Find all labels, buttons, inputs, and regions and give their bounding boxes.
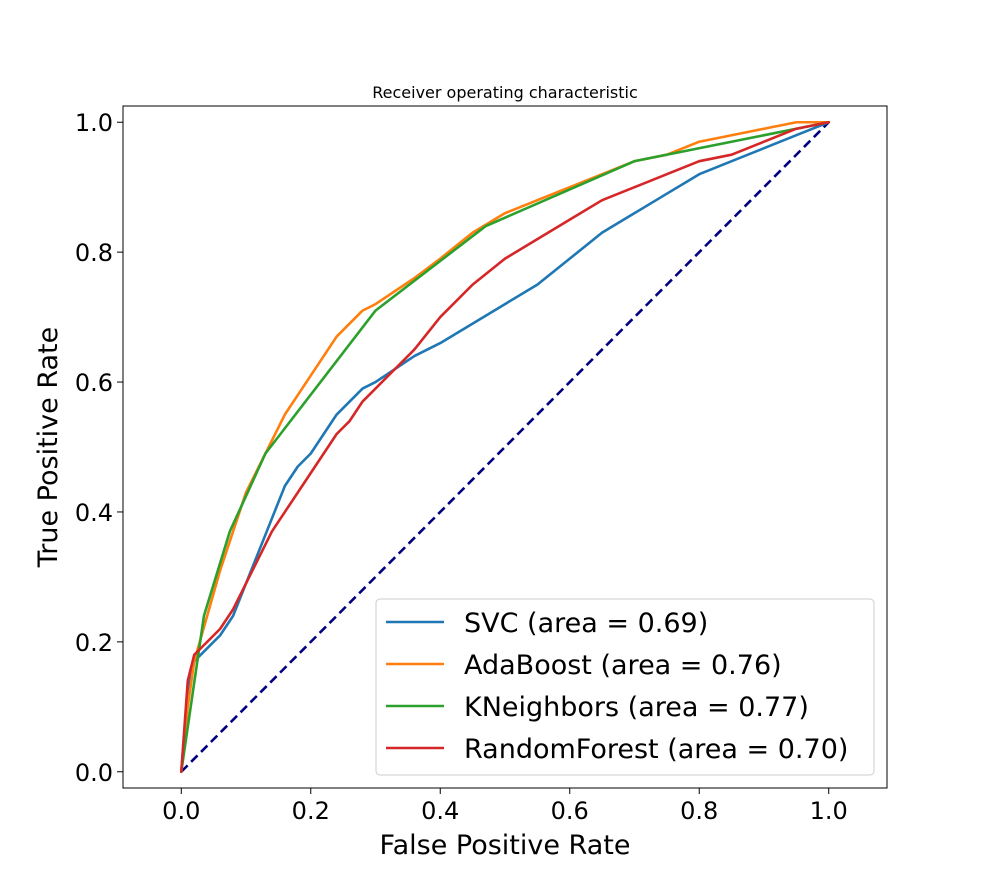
series-line-1 [179, 120, 831, 774]
legend-label: AdaBoost (area = 0.76) [464, 650, 782, 681]
x-tick-label: 0.8 [680, 797, 718, 825]
legend-label: SVC (area = 0.69) [464, 608, 708, 639]
legend-label: RandomForest (area = 0.70) [464, 734, 848, 765]
legend-box [375, 598, 875, 776]
y-tick-label: 0.8 [75, 239, 113, 267]
series-line-3 [179, 120, 831, 774]
x-tick-label: 0.0 [162, 797, 200, 825]
y-tick-label: 0.4 [75, 499, 113, 527]
y-tick-label: 0.0 [75, 759, 113, 787]
plot-frame [122, 105, 888, 789]
x-tick-label: 0.2 [292, 797, 330, 825]
x-tick-label: 0.4 [421, 797, 459, 825]
y-tick-label: 0.2 [75, 629, 113, 657]
reference-diagonal-line [180, 121, 830, 773]
y-tick-label: 1.0 [75, 109, 113, 137]
x-axis-label: False Positive Rate [380, 830, 631, 861]
plot-area [179, 120, 831, 774]
legend: SVC (area = 0.69) AdaBoost (area = 0.76) K… [375, 598, 875, 776]
legend-label: KNeighbors (area = 0.77) [464, 692, 809, 723]
axis-ticks: 0.0 0.2 0.4 0.6 0.8 1.0 0.0 0.2 0.4 0.6 0.8 1.0 [75, 109, 848, 825]
y-tick-label: 0.6 [75, 369, 113, 397]
x-tick-label: 1.0 [810, 797, 848, 825]
x-tick-label: 0.6 [551, 797, 589, 825]
y-axis-label: True Positive Rate [33, 327, 64, 569]
series-line-4 [179, 120, 831, 774]
chart-title: Receiver operating characteristic [372, 83, 638, 102]
